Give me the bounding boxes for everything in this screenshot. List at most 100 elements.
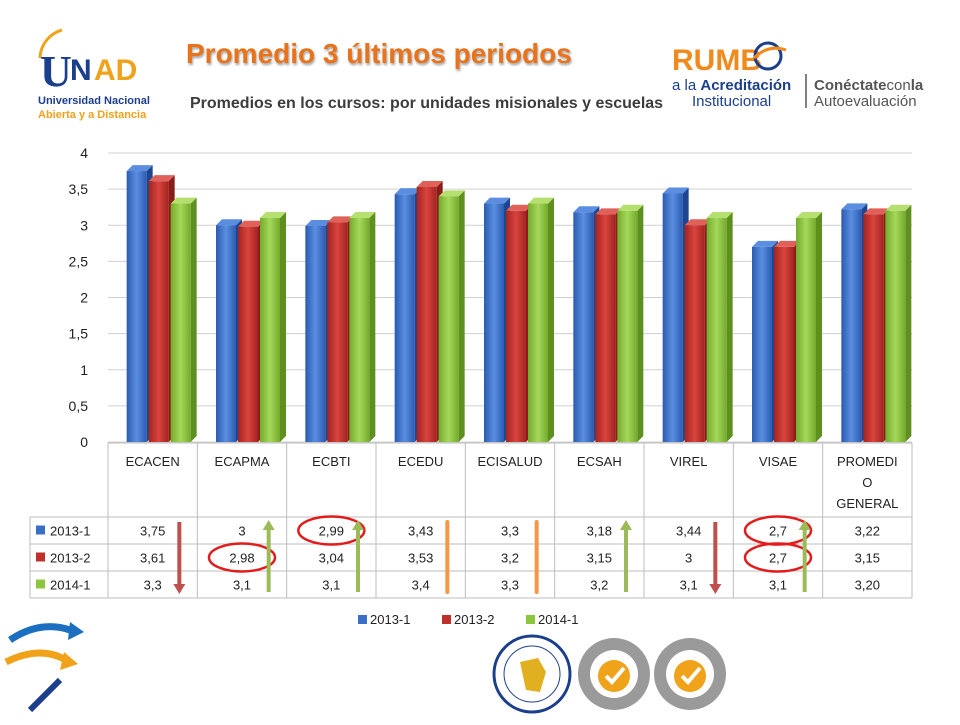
- svg-text:U: U: [40, 47, 72, 96]
- data-label: 3,1: [233, 578, 251, 593]
- data-label: 3: [238, 524, 245, 539]
- bar-top: [506, 204, 532, 211]
- trend-up-arrowhead: [798, 520, 811, 530]
- bar: [305, 225, 326, 442]
- bar: [216, 225, 236, 442]
- y-tick-label: 3,5: [69, 181, 89, 197]
- certification-seals: [490, 632, 730, 716]
- svg-text:a la Acreditación: a la Acreditación: [672, 77, 791, 94]
- highlight-circle: [743, 542, 813, 573]
- data-label: 3,4: [412, 578, 430, 593]
- data-label: 3,18: [587, 524, 612, 539]
- bar: [126, 171, 147, 442]
- bar-top: [796, 212, 822, 219]
- bar-side: [816, 212, 822, 442]
- data-label: 3,1: [680, 578, 698, 593]
- legend-swatch: [358, 615, 367, 624]
- bar: [506, 210, 526, 442]
- bar: [170, 203, 191, 442]
- svg-text:N: N: [70, 54, 92, 87]
- unad-logo: U N AD Universidad Nacional Abierta y a …: [34, 28, 184, 124]
- category-label: ECACEN: [126, 454, 180, 469]
- bar-top: [349, 212, 376, 219]
- bar: [260, 218, 280, 442]
- y-tick-label: 0,5: [69, 398, 89, 414]
- bar: [416, 186, 437, 442]
- category-label: ECAPMA: [215, 454, 270, 469]
- y-tick-label: 0: [80, 434, 88, 450]
- trend-up-arrowhead: [262, 520, 275, 530]
- bar-side: [280, 212, 286, 442]
- bar: [573, 212, 594, 442]
- bar-top: [662, 187, 689, 194]
- data-label: 3,2: [590, 578, 608, 593]
- data-label: 2,98: [229, 551, 254, 566]
- category-label: VISAE: [759, 454, 798, 469]
- conectate-c: la: [911, 77, 924, 94]
- y-tick-label: 2: [80, 290, 88, 306]
- legend-swatch: [526, 615, 535, 624]
- trend-up-arrowhead: [620, 520, 632, 530]
- bar-top: [684, 219, 711, 226]
- y-tick-label: 1: [80, 362, 88, 378]
- bar: [238, 226, 258, 442]
- data-label: 2,7: [769, 524, 787, 539]
- category-label: PROMEDI: [837, 454, 898, 469]
- series-swatch: [36, 552, 45, 562]
- category-label: O: [862, 475, 872, 490]
- series-swatch: [36, 525, 45, 535]
- legend-label: 2013-2: [454, 612, 494, 627]
- y-tick-label: 2,5: [69, 253, 89, 269]
- bar-top: [416, 180, 443, 187]
- bar: [327, 222, 348, 442]
- data-label: 3,1: [322, 578, 340, 593]
- data-label: 3,22: [855, 524, 880, 539]
- bar-top: [260, 212, 286, 219]
- bar-top: [617, 204, 644, 211]
- unad-line1: Universidad Nacional: [38, 95, 150, 107]
- rumbo-line1-a: a la: [672, 77, 700, 94]
- bar: [438, 196, 459, 442]
- rumbo-acreditacion-logo: RUMB a la Acreditación Institucional Con…: [668, 36, 936, 116]
- bar-top: [706, 212, 733, 219]
- bar: [484, 203, 504, 442]
- data-label: 3,20: [855, 578, 880, 593]
- svg-text:AD: AD: [94, 54, 137, 87]
- series-name: 2013-1: [50, 524, 90, 539]
- bar-side: [458, 190, 465, 442]
- rumbo-line1-b: Acreditación: [700, 77, 791, 94]
- bar-top: [327, 216, 354, 223]
- bar-top: [595, 208, 622, 215]
- bar: [595, 214, 616, 442]
- y-tick-label: 1,5: [69, 326, 89, 342]
- data-label: 3,43: [408, 524, 433, 539]
- data-label: 3,04: [319, 551, 344, 566]
- bar: [774, 246, 794, 442]
- category-label: ECSAH: [577, 454, 622, 469]
- svg-text:Conéctateconla: Conéctateconla: [814, 77, 924, 94]
- legend: 2013-1 2013-2 2014-1: [358, 612, 578, 627]
- conectate-a: Conéctate: [814, 77, 887, 94]
- bar-top: [885, 204, 912, 211]
- bar-side: [190, 197, 197, 442]
- bar-top: [216, 219, 242, 226]
- trend-up-arrowhead: [352, 520, 364, 530]
- data-table: ECACEN ECAPMA ECBTI ECEDU ECISALUD ECSAH VIREL…: [29, 442, 913, 599]
- bar-top: [126, 165, 153, 172]
- data-label: 3: [685, 551, 692, 566]
- bar-top: [573, 206, 600, 213]
- bar-top: [394, 188, 421, 195]
- category-label: VIREL: [670, 454, 708, 469]
- bar-top: [438, 190, 465, 197]
- data-label: 3,3: [144, 578, 162, 593]
- rumbo-line2: Institucional: [692, 93, 771, 110]
- bar-top: [774, 240, 800, 247]
- bar: [796, 218, 816, 442]
- bar: [349, 218, 370, 442]
- category-label: ECBTI: [312, 454, 350, 469]
- series-swatch: [36, 579, 45, 589]
- page-title: Promedio 3 últimos periodos: [186, 38, 572, 69]
- bar-side: [726, 212, 733, 442]
- trend-down-arrowhead: [709, 584, 722, 594]
